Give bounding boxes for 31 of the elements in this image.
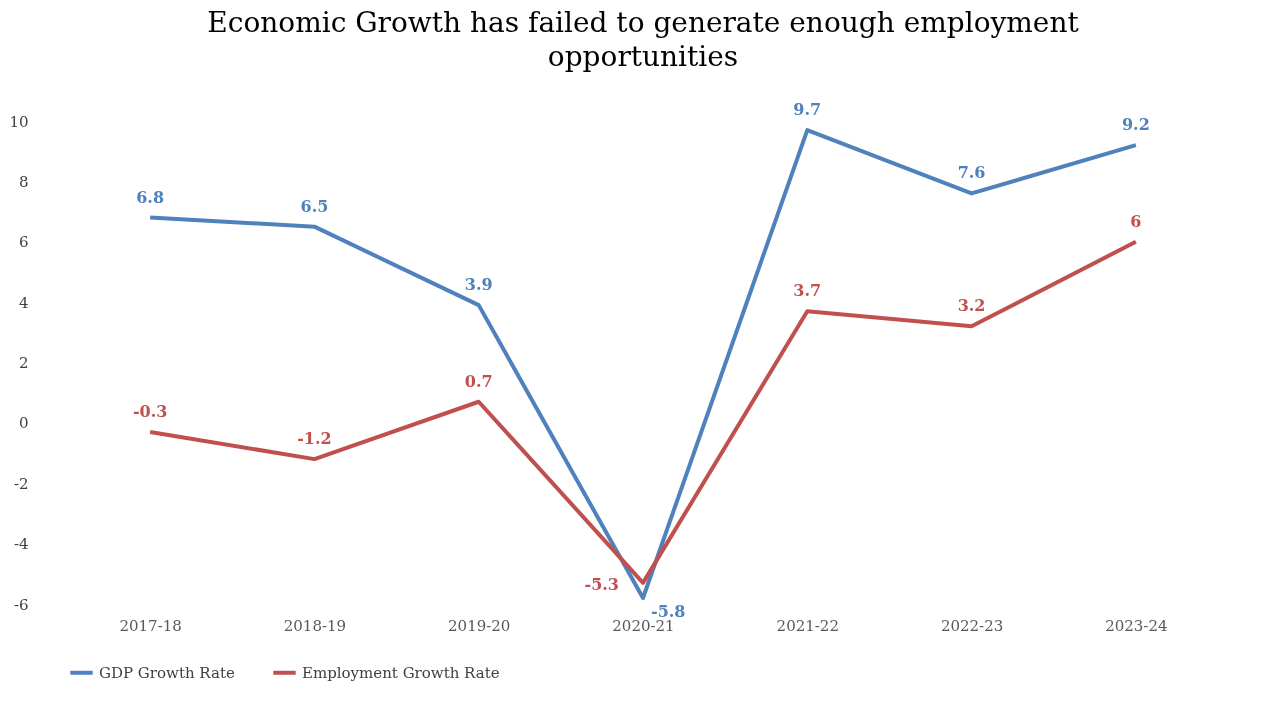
x-tick-label: 2019-20 [448, 616, 511, 635]
data-label: 6.5 [300, 196, 329, 216]
data-label: 6 [1130, 211, 1142, 231]
data-label: -1.2 [297, 429, 332, 449]
data-label: -0.3 [132, 401, 168, 421]
data-label: 3.9 [464, 275, 493, 295]
legend-label: GDP Growth Rate [99, 663, 235, 682]
y-tick-label: 10 [9, 112, 29, 131]
y-tick-label: 2 [18, 354, 29, 372]
data-label: 3.7 [793, 281, 822, 301]
y-tick-label: -4 [13, 535, 29, 554]
data-label: -5.3 [584, 574, 619, 594]
data-label: 3.2 [957, 296, 986, 316]
y-tick-label: 4 [18, 293, 29, 312]
x-tick-label: 2023-24 [1105, 616, 1168, 635]
y-tick-label: -6 [13, 595, 29, 614]
x-tick-label: 2017-18 [119, 616, 182, 635]
y-tick-label: 0 [18, 414, 29, 433]
y-tick-label: 6 [18, 233, 29, 252]
legend-label: Employment Growth Rate [302, 663, 500, 682]
x-tick-label: 2021-22 [776, 616, 839, 635]
data-label: 9.2 [1121, 115, 1150, 135]
x-tick-label: 2022-23 [940, 616, 1004, 635]
data-label: 9.7 [793, 100, 822, 120]
data-label: 7.6 [957, 163, 986, 183]
chart-title: Economic Growth has failed to generate enough employment opportunities [207, 6, 1080, 74]
y-tick-label: -2 [13, 474, 29, 493]
data-label: 6.8 [136, 187, 165, 207]
data-label: 0.7 [464, 371, 493, 391]
x-tick-label: 2018-19 [283, 616, 347, 635]
y-tick-label: 8 [18, 172, 29, 191]
